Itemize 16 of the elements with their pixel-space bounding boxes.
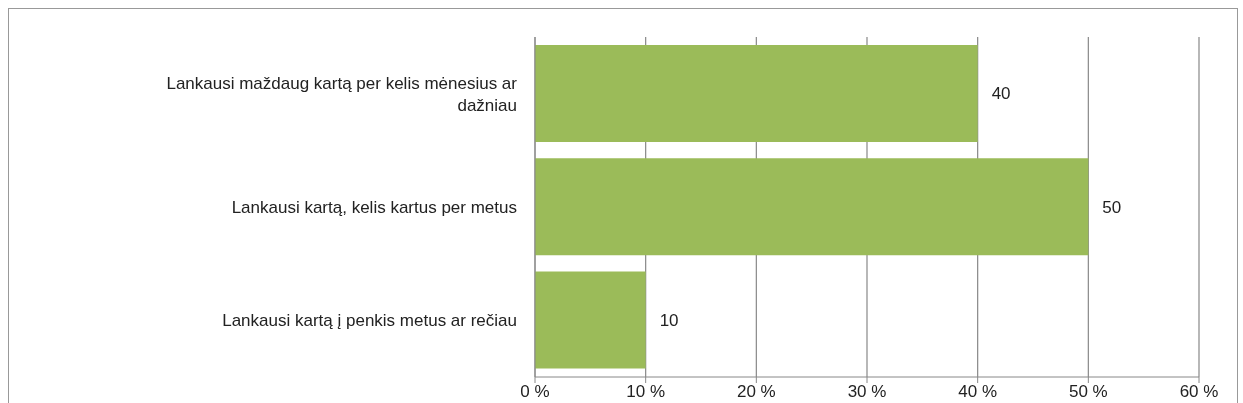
x-tick-label: 60 % [1179, 382, 1219, 402]
data-label: 10 [659, 311, 679, 331]
bar [535, 271, 646, 369]
bar [535, 44, 978, 142]
x-tick-label: 20 % [736, 382, 776, 402]
x-tick-label: 40 % [958, 382, 998, 402]
y-tick-label: Lankausi kartą, kelis kartus per metus [231, 197, 517, 217]
y-tick-label: Lankausi kartą į penkis metus ar rečiau [222, 310, 517, 330]
data-label: 40 [991, 84, 1011, 104]
data-label: 50 [1102, 197, 1122, 217]
x-tick-label: 30 % [847, 382, 887, 402]
x-tick-label: 50 % [1068, 382, 1108, 402]
x-tick-label: 10 % [626, 382, 666, 402]
bar [535, 158, 1089, 256]
y-tick-label: Lankausi maždaug kartą per kelis mėnesius ar dažniau [166, 73, 518, 115]
x-tick-label: 0 % [520, 382, 550, 402]
